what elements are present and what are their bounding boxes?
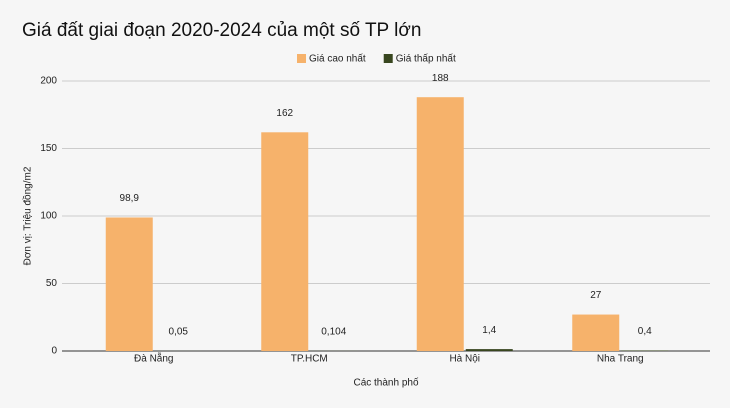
x-tick-label: Đà Nẵng <box>134 352 173 365</box>
bar <box>621 350 669 351</box>
x-tick-label: TP.HCM <box>291 354 328 365</box>
y-tick-label: 200 <box>40 76 57 87</box>
x-tick-label: Hà Nội <box>449 354 480 365</box>
y-tick-label: 50 <box>46 278 58 289</box>
y-tick-label: 150 <box>40 143 57 154</box>
bar <box>465 349 513 351</box>
data-label: 0,4 <box>638 326 652 337</box>
legend-label: Giá cao nhất <box>309 53 366 65</box>
bar <box>416 97 464 351</box>
legend-label: Giá thấp nhất <box>396 53 456 65</box>
data-label: 188 <box>432 73 449 84</box>
y-axis-title: Đơn vị: Triệu đồng/m2 <box>22 166 34 265</box>
legend-swatch <box>297 54 306 63</box>
x-tick-label: Nha Trang <box>597 354 644 365</box>
data-label: 162 <box>276 108 293 119</box>
bar <box>261 132 309 351</box>
y-tick-label: 100 <box>40 211 57 222</box>
chart-title: Giá đất giai đoạn 2020-2024 của một số T… <box>22 20 421 41</box>
x-axis-title: Các thành phố <box>353 377 418 389</box>
bar <box>572 314 620 351</box>
data-label: 27 <box>590 290 602 301</box>
y-tick-label: 0 <box>51 346 57 357</box>
legend-swatch <box>383 54 393 63</box>
data-label: 98,9 <box>120 193 140 204</box>
data-label: 1,4 <box>482 325 496 336</box>
data-label: 0,05 <box>169 327 189 338</box>
bar <box>105 217 153 351</box>
data-label: 0,104 <box>321 327 346 338</box>
